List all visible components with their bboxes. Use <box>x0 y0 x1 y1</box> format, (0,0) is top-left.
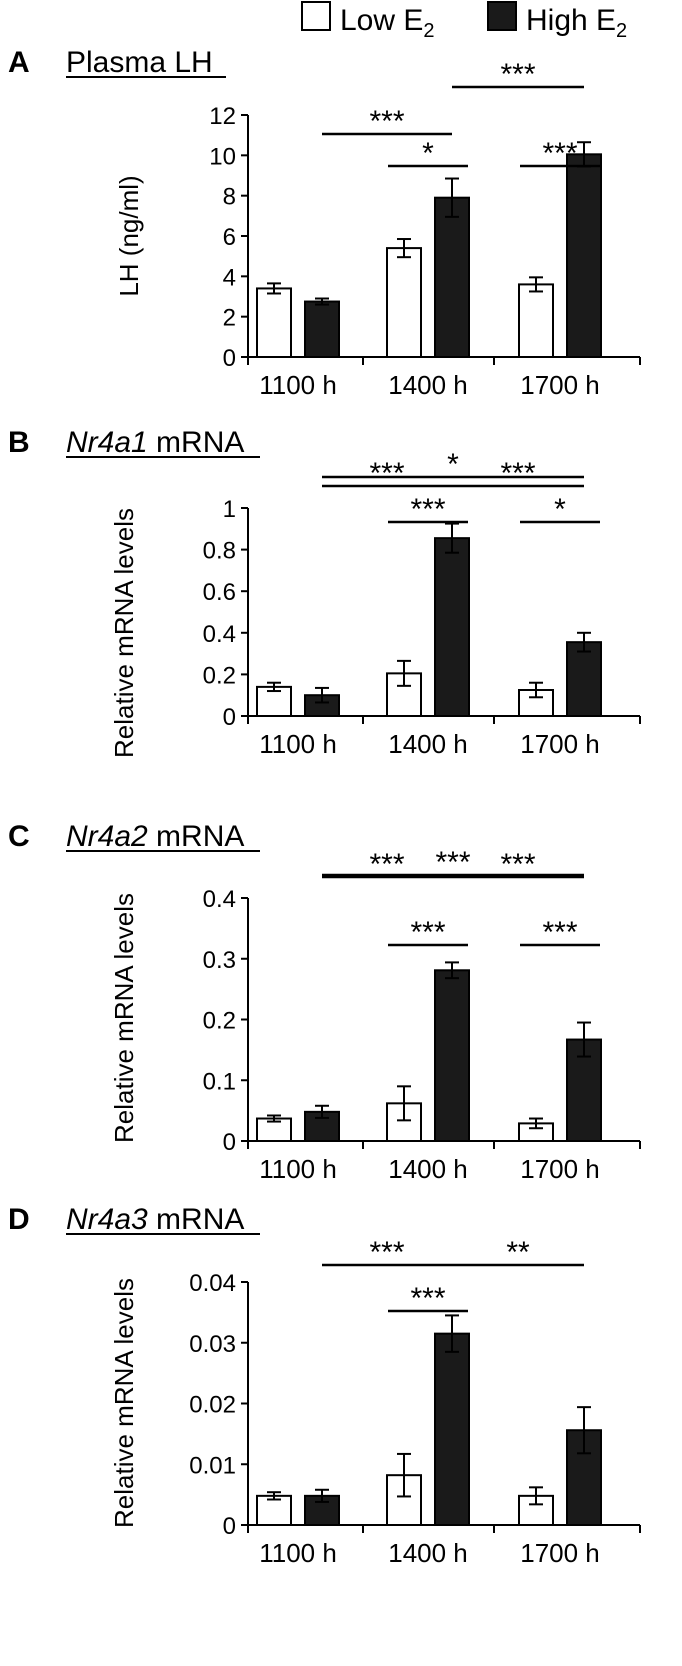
y-tick-label: 12 <box>209 103 236 130</box>
x-category-label: 1100 h <box>259 1538 337 1568</box>
panel-title-text: Plasma LH <box>66 46 213 79</box>
bar-high-e2 <box>434 196 470 358</box>
panel-title: Nr4a1 mRNA <box>66 426 244 459</box>
x-category-label: 1700 h <box>520 1154 600 1184</box>
y-tick-label: 0 <box>223 1513 236 1540</box>
legend-swatch-low <box>301 1 331 31</box>
y-tick-label: 0.4 <box>203 886 236 913</box>
significance-label: *** <box>410 1282 445 1315</box>
y-tick-label: 6 <box>223 224 236 251</box>
legend-swatch-high <box>487 1 517 31</box>
significance-label: *** <box>369 1236 404 1269</box>
panel-letter: C <box>8 820 30 853</box>
y-tick-label: 0.02 <box>189 1392 236 1419</box>
significance-label: *** <box>410 916 445 949</box>
panel-title-gene: Nr4a3 <box>66 1203 148 1236</box>
x-category-label: 1700 h <box>520 729 600 759</box>
bar-low-e2 <box>256 685 292 718</box>
y-tick-label: 10 <box>209 143 236 170</box>
bar-high-e2 <box>434 969 470 1142</box>
significance-label: *** <box>369 105 404 138</box>
x-category-label: 1400 h <box>388 370 468 400</box>
x-category-label: 1700 h <box>520 370 600 400</box>
bar-low-e2 <box>256 287 292 358</box>
x-category-label: 1100 h <box>259 1154 337 1184</box>
significance-label: * <box>447 448 459 481</box>
x-category-label: 1700 h <box>520 1538 600 1568</box>
bar-high-e2 <box>434 1332 470 1526</box>
significance-label: *** <box>435 846 470 879</box>
bar-low-e2 <box>256 1494 292 1526</box>
y-tick-label: 0.1 <box>203 1068 236 1095</box>
panel-c: C Nr4a2 mRNA Relative mRNA levels 0 0.1 0.… <box>8 820 641 1184</box>
panel-title-text: mRNA <box>148 1203 245 1236</box>
y-tick-label: 0 <box>223 704 236 731</box>
y-axis-label: Relative mRNA levels <box>109 893 139 1143</box>
panel-title-text: mRNA <box>148 426 245 459</box>
bar-high-e2 <box>434 537 470 717</box>
significance-label: *** <box>500 457 535 490</box>
x-category-label: 1100 h <box>259 370 337 400</box>
x-category-label: 1400 h <box>388 729 468 759</box>
y-tick-label: 0.4 <box>203 621 236 648</box>
panel-b: B Nr4a1 mRNA Relative mRNA levels 0 0.2 0.… <box>8 426 641 759</box>
significance-label: *** <box>500 848 535 881</box>
legend: Low E2 High E2 <box>301 1 627 42</box>
legend-label-high: High E2 <box>526 4 627 42</box>
y-tick-label: 0 <box>223 345 236 372</box>
legend-subscript-high: 2 <box>616 20 627 42</box>
panel-letter: B <box>8 426 30 459</box>
bar-high-e2 <box>304 300 340 358</box>
significance-label: *** <box>500 58 535 91</box>
panel-title: Nr4a3 mRNA <box>66 1203 244 1236</box>
bar-high-e2 <box>566 153 602 358</box>
panel-title: Nr4a2 mRNA <box>66 820 244 853</box>
y-tick-label: 0.2 <box>203 1008 236 1035</box>
significance-label: * <box>554 493 566 526</box>
y-tick-label: 0.2 <box>203 662 236 689</box>
y-axis-label: LH (ng/ml) <box>114 175 144 296</box>
significance-label: *** <box>369 848 404 881</box>
panel-title: Plasma LH <box>66 46 213 79</box>
panel-title-gene: Nr4a2 <box>66 820 148 853</box>
y-tick-label: 0.6 <box>203 579 236 606</box>
bar-high-e2 <box>566 641 602 717</box>
panel-letter: A <box>8 46 30 79</box>
legend-label-low: Low E2 <box>340 4 435 42</box>
legend-subscript-low: 2 <box>423 20 434 42</box>
bar-low-e2 <box>386 247 422 359</box>
significance-label: * <box>422 137 434 170</box>
y-tick-label: 2 <box>223 305 236 332</box>
bar-low-e2 <box>518 283 554 358</box>
x-category-label: 1400 h <box>388 1154 468 1184</box>
y-axis-label: Relative mRNA levels <box>109 1278 139 1528</box>
panel-a: A Plasma LH LH (ng/ml) 0 2 4 6 8 10 12 1100 h 14… <box>8 46 641 400</box>
x-category-label: 1400 h <box>388 1538 468 1568</box>
y-tick-label: 0.3 <box>203 947 236 974</box>
significance-label: *** <box>369 457 404 490</box>
significance-label: ** <box>506 1236 530 1269</box>
x-category-label: 1100 h <box>259 729 337 759</box>
y-tick-label: 1 <box>223 496 236 523</box>
y-tick-label: 0 <box>223 1129 236 1156</box>
panel-d: D Nr4a3 mRNA Relative mRNA levels 0 0.01 0… <box>8 1203 641 1568</box>
y-tick-label: 0.04 <box>189 1270 236 1297</box>
y-tick-label: 8 <box>223 184 236 211</box>
significance-label: *** <box>542 916 577 949</box>
y-tick-label: 0.01 <box>189 1452 236 1479</box>
significance-label: *** <box>542 137 577 170</box>
panel-title-gene: Nr4a1 <box>66 426 148 459</box>
y-axis-label: Relative mRNA levels <box>109 508 139 758</box>
y-tick-label: 4 <box>223 264 236 291</box>
significance-label: *** <box>410 493 445 526</box>
y-tick-label: 0.8 <box>203 538 236 565</box>
panel-title-text: mRNA <box>148 820 245 853</box>
y-tick-label: 0.03 <box>189 1331 236 1358</box>
panel-letter: D <box>8 1203 30 1236</box>
